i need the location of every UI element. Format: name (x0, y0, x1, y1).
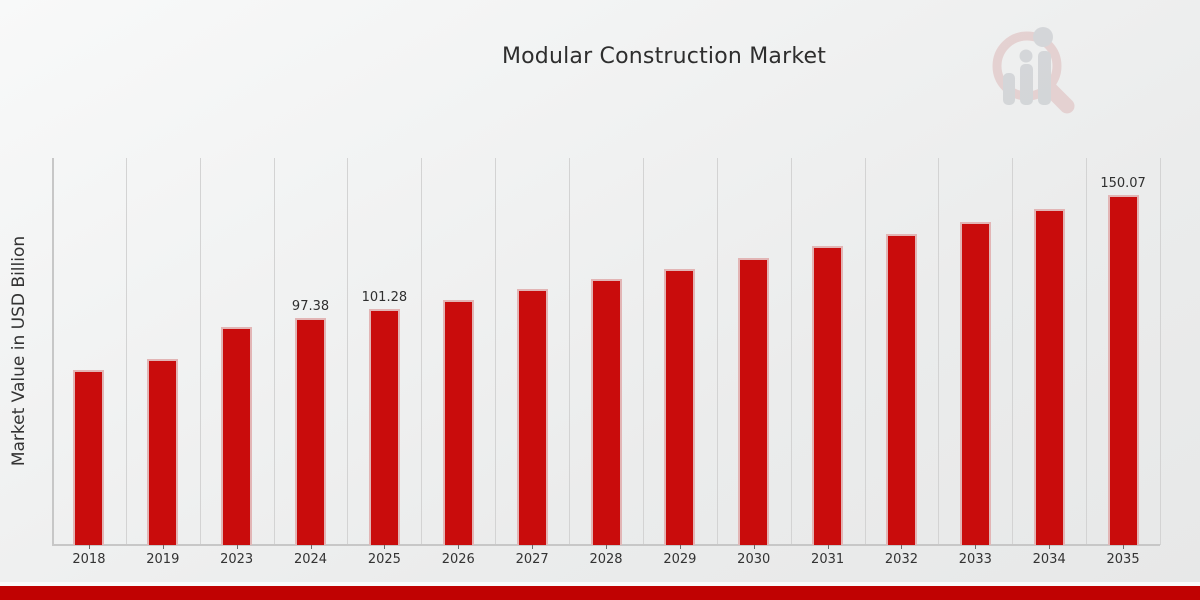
x-label-2024: 2024 (293, 552, 328, 567)
x-tick (310, 545, 312, 549)
x-label-2033: 2033 (958, 552, 992, 567)
bar-2026 (442, 300, 474, 545)
gridline (938, 158, 940, 545)
value-label-2035: 150.07 (1100, 176, 1146, 191)
footer-accent-band (0, 586, 1200, 600)
gridline (125, 158, 127, 545)
x-tick (458, 545, 460, 549)
bar-2024 (295, 318, 327, 545)
x-tick (162, 545, 164, 549)
bar-2035 (1107, 195, 1139, 545)
value-label-2025: 101.28 (361, 290, 408, 305)
x-tick (1123, 545, 1125, 549)
chart-title: Modular Construction Market (501, 44, 827, 69)
bar-2034 (1033, 209, 1065, 545)
x-label-2018: 2018 (72, 552, 106, 567)
x-tick (88, 545, 90, 549)
gridline (273, 158, 275, 545)
x-tick (1049, 545, 1051, 549)
gridline (569, 158, 571, 545)
bar-2025 (368, 309, 400, 545)
gridline (1086, 158, 1088, 545)
x-label-2032: 2032 (884, 552, 918, 567)
bar-2018 (73, 370, 105, 545)
gridline (642, 158, 644, 545)
footer-divider (0, 582, 1200, 586)
x-label-2028: 2028 (589, 552, 623, 567)
x-tick (236, 545, 238, 549)
gridline (864, 158, 866, 545)
gridline (347, 158, 349, 545)
x-label-2034: 2034 (1032, 552, 1066, 567)
x-tick (384, 545, 386, 549)
gridline (199, 158, 201, 545)
x-tick (827, 545, 829, 549)
bar-2029 (664, 269, 696, 545)
gridline (716, 158, 718, 545)
y-axis-line (52, 158, 54, 545)
gridline (1160, 158, 1161, 545)
x-label-2025: 2025 (367, 552, 401, 567)
gridline (790, 158, 792, 545)
gridline (421, 158, 423, 545)
x-tick (753, 545, 755, 549)
bar-2019 (147, 359, 179, 545)
bar-2031 (812, 246, 844, 545)
bar-2033 (959, 222, 991, 545)
x-tick (975, 545, 977, 549)
x-tick (901, 545, 903, 549)
x-label-2030: 2030 (737, 552, 771, 567)
x-tick (606, 545, 607, 549)
x-label-2029: 2029 (663, 552, 697, 567)
bar-2030 (738, 258, 770, 545)
bar-2027 (516, 289, 548, 545)
x-label-2035: 2035 (1106, 552, 1140, 567)
x-label-2019: 2019 (146, 552, 180, 567)
x-tick (532, 545, 534, 549)
magnifier-chart-logo-icon (992, 27, 1075, 114)
bar-2028 (590, 279, 622, 545)
x-label-2027: 2027 (515, 552, 549, 567)
x-label-2023: 2023 (220, 552, 254, 567)
value-label-2024: 97.38 (291, 299, 330, 314)
x-tick (679, 545, 681, 549)
bar-2023 (221, 327, 253, 545)
gridline (1012, 158, 1014, 545)
x-label-2026: 2026 (441, 552, 475, 567)
x-label-2031: 2031 (811, 552, 845, 567)
gridline (495, 158, 497, 545)
bar-2032 (885, 234, 917, 545)
